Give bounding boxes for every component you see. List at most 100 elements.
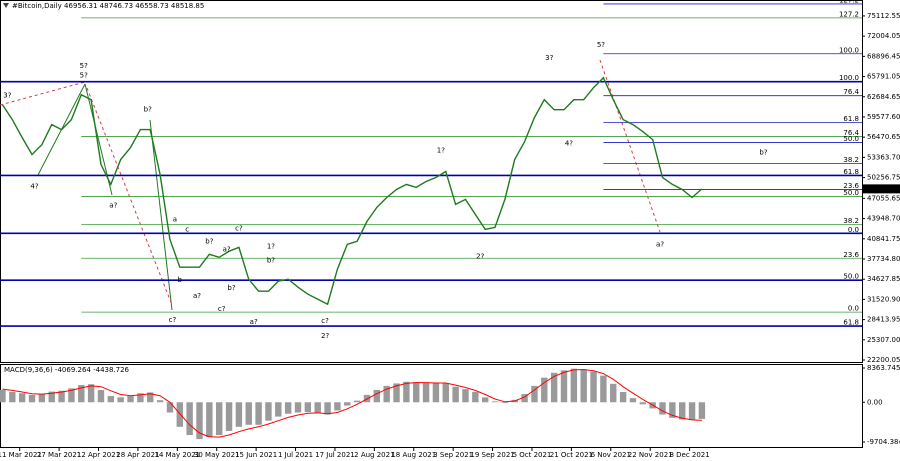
y-tick-label: 53363.70 [867,153,900,161]
wave-label: b [178,276,183,284]
y-tick-label: 56470.65 [867,133,900,141]
macd-bar [550,372,558,403]
fib-level-label: 100.0 [839,46,859,54]
x-tick-label: 28 Apr 2021 [116,451,159,459]
macd-bar [314,402,321,413]
fib-level-label: 76.4 [843,88,859,96]
macd-bar [560,370,568,403]
macd-bar [176,402,183,427]
x-tick-label: 8 Dec 2021 [669,451,709,459]
wave-label: 3? [545,54,553,62]
x-tick-label: 17 Jul 2021 [315,451,355,459]
y-tick-label: 62684.65 [867,93,900,101]
macd-bar [679,402,686,420]
x-tick-label: 6 Nov 2021 [591,451,631,459]
wave-label: 5? [80,72,88,80]
wave-label: a? [250,318,258,326]
macd-bar [324,402,331,415]
macd-bar [501,402,509,404]
trend-line [599,59,661,233]
wave-label: a [173,215,177,223]
macd-bar [38,394,46,403]
x-tick-label: 21 Oct 2021 [550,451,593,459]
macd-bar [0,389,6,403]
y-tick-label: 40841.75 [867,235,900,243]
wave-label: 5? [80,62,88,70]
y-tick-label: 0.00 [867,398,883,406]
macd-bar [353,400,361,403]
fib-level-label: 100.0 [839,74,859,82]
macd-bar [422,383,430,403]
macd-bar [117,397,124,403]
x-tick-label: 22 Nov 2021 [628,451,673,459]
x-tick-label: 1 Jul 2021 [278,451,313,459]
fib-level-label: 23.6 [843,251,859,259]
y-tick-label: 37734.80 [867,255,900,263]
macd-title: MACD(9,36,6) -4069.264 -4438.726 [4,366,130,374]
macd-bar [284,402,292,414]
macd-bar [137,393,144,403]
macd-bar [294,402,302,413]
y-tick-label: 34627.85 [867,275,900,283]
macd-bar [235,402,243,427]
y-tick-label: 25307.00 [867,336,900,344]
price-badge-label: 48518.85 [865,185,898,193]
macd-bar [610,383,617,403]
macd-bar [196,402,203,440]
wave-label: c? [169,316,177,324]
wave-label: 5? [597,41,605,49]
wave-label: b? [205,237,213,245]
y-tick-label: 68896.45 [867,52,900,60]
macd-bar [393,383,400,403]
y-tick-label: 43948.70 [867,215,900,223]
wave-label: a? [223,245,231,253]
wave-label: b? [267,256,275,264]
macd-bar [373,389,381,403]
wave-label: 2? [476,252,484,260]
macd-bar [472,392,479,403]
x-tick-label: 30 May 2021 [194,451,240,459]
x-tick-label: 2 Aug 2021 [354,451,394,459]
macd-bar [48,391,55,403]
wave-label: b? [227,284,235,292]
macd-bar [521,394,528,403]
macd-bar [698,402,706,419]
macd-bar [600,375,607,403]
macd-bar [87,384,95,403]
macd-bar [452,386,459,403]
trend-line [0,81,86,106]
x-tick-label: 14 May 2021 [154,451,200,459]
fib-level-label: 50.0 [843,273,859,281]
macd-bar [580,369,587,403]
wave-label: c [185,225,189,233]
fib-level-label: 127.2 [839,0,859,4]
wave-label: a? [193,292,201,300]
macd-bar [18,393,26,403]
wave-label: b? [759,149,767,157]
x-tick-label: 5 Oct 2021 [513,451,552,459]
fib-level-label: 0.0 [848,305,859,313]
x-tick-label: 12 Apr 2021 [77,451,120,459]
macd-bar [462,389,469,403]
wave-label: 1? [267,242,275,250]
wave-label: c? [321,317,329,325]
y-tick-label: 47055.65 [867,194,900,202]
macd-bar [344,402,351,406]
fib-level-label: 50.0 [843,189,859,197]
wave-line [149,119,173,311]
wave-label: c? [218,305,226,313]
macd-bar [78,385,85,403]
wave-label: 3? [3,92,11,100]
macd-bar [156,400,164,403]
macd-bar [275,402,282,417]
macd-bar [541,377,548,403]
macd-bar [225,402,233,431]
macd-bar [442,383,449,403]
fib-level-label: 38.2 [843,156,859,164]
wave-label: 1? [437,147,445,155]
fib-level-label: 127.2 [839,10,859,18]
wave-label: 4? [30,182,38,190]
macd-bar [215,402,223,436]
